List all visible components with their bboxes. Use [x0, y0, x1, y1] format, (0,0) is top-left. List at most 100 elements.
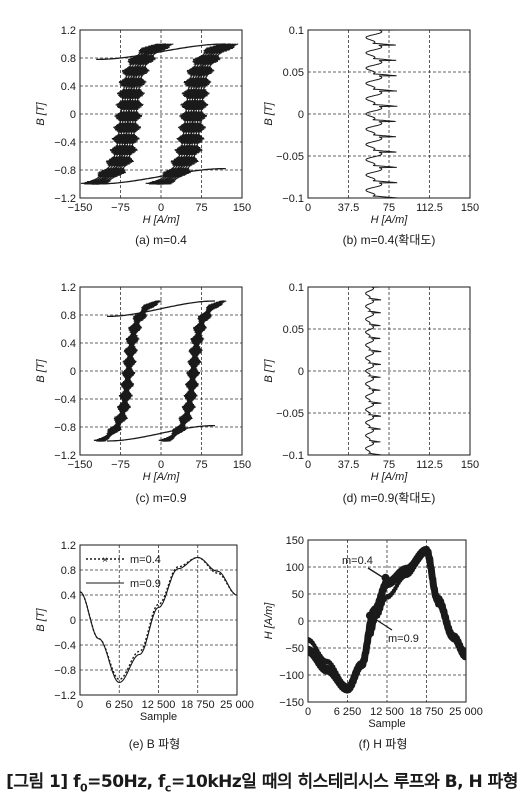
y-tick-label: 0 — [70, 366, 76, 378]
chart-f: 0 6 250 12 500 18 750 25 000 −150 −100 −50 0 50 10… — [263, 535, 483, 751]
y-tick-label: 0 — [298, 109, 304, 121]
x-tick-label: 0 — [158, 459, 164, 471]
y-axis-label: B [T] — [35, 101, 47, 125]
y-tick-label: 0.1 — [289, 25, 304, 37]
annotation-arrow — [369, 615, 393, 631]
x-tick-label: −150 — [68, 459, 93, 471]
hysteresis-trace — [158, 43, 236, 185]
y-tick-label: −1.2 — [54, 193, 76, 205]
chart-c: −150 −75 0 75 150 −1.2 −0.8 −0.4 0 0.4 0.8 1.2 H [A/… — [35, 282, 251, 505]
y-tick-label: 0.4 — [61, 338, 76, 350]
loop-bottom-curve — [107, 424, 215, 442]
plot-area — [365, 287, 382, 455]
x-tick-label: 112.5 — [416, 202, 443, 214]
chart-e: 0 6 250 12 500 18 750 25 000 −1.2 −0.8 −0.4 0 0.4… — [35, 540, 254, 751]
y-tick-label: 50 — [292, 589, 304, 601]
x-tick-label: 12 500 — [142, 699, 176, 711]
x-axis-label: H [A/m] — [371, 471, 409, 483]
y-tick-label: 1.2 — [61, 282, 76, 294]
y-tick-label: −0.8 — [54, 165, 76, 177]
plot-frame — [307, 286, 471, 456]
y-axis-label: B [T] — [263, 101, 275, 125]
chart-b: 0 37.5 75 112.5 150 −0.1 −0.05 0 0.05 0.1 H [A/m] B… — [263, 25, 479, 247]
x-tick-label: 0 — [77, 699, 83, 711]
x-tick-label: 75 — [383, 202, 395, 214]
y-tick-label: 1.2 — [61, 25, 76, 37]
x-axis-label: H [A/m] — [371, 214, 409, 226]
plot-area — [308, 545, 466, 694]
y-tick-label: 0.8 — [61, 310, 76, 322]
x-tick-label: 150 — [461, 459, 479, 471]
x-tick-label: 0 — [158, 202, 164, 214]
plot-area — [80, 43, 239, 185]
loop-top-curve — [96, 43, 226, 61]
plot-area — [93, 300, 227, 442]
x-tick-label: 18 750 — [410, 706, 444, 718]
x-tick-label: 75 — [195, 459, 207, 471]
legend-label: m=0.9 — [130, 578, 161, 590]
annotation-label: m=0.9 — [388, 633, 419, 645]
series-m-0-9 — [80, 556, 237, 684]
y-tick-label: 1.2 — [61, 540, 76, 552]
y-tick-label: 0.8 — [61, 565, 76, 577]
y-tick-label: 0 — [70, 109, 76, 121]
y-tick-label: −50 — [285, 643, 304, 655]
plot-frame — [79, 286, 243, 456]
y-tick-label: 0 — [70, 615, 76, 627]
chart-d: 0 37.5 75 112.5 150 −0.1 −0.05 0 0.05 0.1 H [A/m] B… — [263, 282, 479, 505]
series-m-0-4 — [308, 545, 466, 694]
subplot-caption: (e) B 파형 — [129, 737, 180, 751]
x-tick-label: 37.5 — [338, 202, 359, 214]
y-tick-label: −0.05 — [276, 151, 304, 163]
subplot-caption: (a) m=0.4 — [135, 233, 187, 247]
subplot-caption: (f) H 파형 — [359, 737, 408, 751]
plot-frame — [307, 29, 471, 199]
y-tick-label: 100 — [286, 562, 304, 574]
figure-caption: [그림 1] f0=50Hz, fc=10kHz일 때의 히스테리시스 루프와 … — [6, 772, 518, 795]
zoom-trace — [365, 30, 398, 198]
x-tick-label: 150 — [461, 202, 479, 214]
plot-frame — [79, 544, 238, 696]
x-tick-label: 75 — [383, 459, 395, 471]
x-tick-label: 18 750 — [181, 699, 215, 711]
y-tick-label: 0.1 — [289, 282, 304, 294]
hysteresis-trace — [98, 300, 162, 442]
y-tick-label: 0.4 — [61, 590, 76, 602]
y-tick-label: −0.1 — [282, 450, 304, 462]
x-tick-label: 0 — [305, 202, 311, 214]
y-tick-label: −0.8 — [54, 665, 76, 677]
x-tick-label: 25 000 — [449, 706, 483, 718]
x-tick-label: −75 — [111, 459, 130, 471]
x-axis-label: Sample — [140, 711, 177, 723]
x-tick-label: 6 250 — [105, 699, 133, 711]
x-tick-label: −75 — [111, 202, 130, 214]
x-tick-label: 37.5 — [338, 459, 359, 471]
subplot-caption: (b) m=0.4(확대도) — [343, 233, 436, 247]
y-tick-label: 0.4 — [61, 81, 76, 93]
y-tick-label: −0.05 — [276, 408, 304, 420]
y-axis-label: B [T] — [35, 607, 47, 631]
plot-area — [80, 556, 237, 684]
plot-frame — [307, 539, 467, 703]
x-tick-label: 6 250 — [334, 706, 362, 718]
y-tick-label: 150 — [286, 535, 304, 547]
x-tick-label: 12 500 — [370, 706, 404, 718]
x-tick-label: 75 — [195, 202, 207, 214]
x-tick-label: 150 — [233, 459, 251, 471]
y-tick-label: −1.2 — [54, 450, 76, 462]
y-tick-label: −0.4 — [54, 137, 76, 149]
subplot-caption: (d) m=0.9(확대도) — [343, 491, 436, 505]
y-tick-label: 0.05 — [283, 324, 304, 336]
x-tick-label: 150 — [233, 202, 251, 214]
y-tick-label: 0 — [298, 366, 304, 378]
annotation-dot — [381, 573, 390, 582]
x-axis-label: H [A/m] — [143, 214, 181, 226]
x-tick-label: 25 000 — [220, 699, 254, 711]
x-tick-label: 0 — [305, 706, 311, 718]
x-tick-label: 112.5 — [416, 459, 443, 471]
x-tick-label: −150 — [68, 202, 93, 214]
y-axis-label: B [T] — [35, 358, 47, 382]
y-tick-label: −0.4 — [54, 394, 76, 406]
hysteresis-trace — [95, 43, 174, 185]
y-tick-label: −0.8 — [54, 422, 76, 434]
